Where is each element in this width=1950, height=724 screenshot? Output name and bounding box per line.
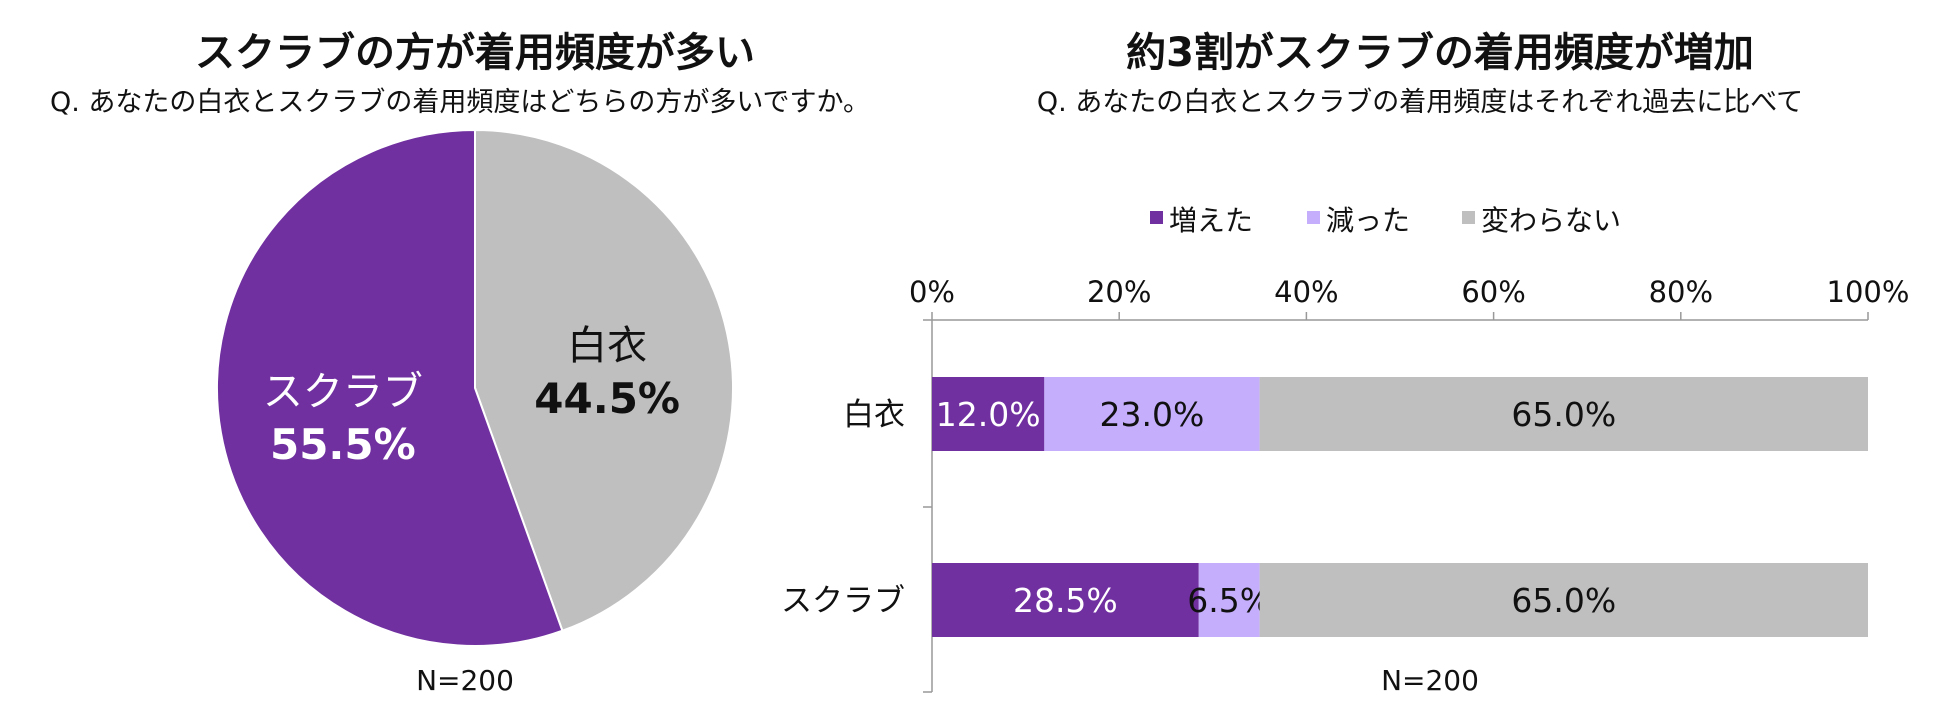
bar-data-label: 23.0% (1100, 395, 1205, 434)
bar-chart-sample-size: N=200 (1381, 664, 1479, 697)
x-tick-label: 60% (1461, 275, 1525, 309)
pie-chart: 白衣 44.5% スクラブ 55.5% (216, 128, 734, 647)
pie-chart-question: Q. あなたの白衣とスクラブの着用頻度はどちらの方が多いですか。 (49, 87, 871, 118)
bar-segment (1259, 377, 1868, 451)
bar-segment (932, 563, 1199, 637)
bar-data-label: 6.5% (1187, 581, 1271, 620)
pie-chart-title: スクラブの方が着用頻度が多い (195, 30, 755, 76)
bar-chart-question: Q. あなたの白衣とスクラブの着用頻度はそれぞれ過去に比べて (1036, 87, 1804, 118)
pie-slice (216, 128, 564, 647)
bar-segment (1044, 377, 1260, 451)
bar-data-label: 65.0% (1511, 395, 1616, 434)
bar-data-label: 65.0% (1511, 581, 1616, 620)
bar-segment (932, 377, 1045, 451)
legend-swatch (1307, 211, 1320, 224)
x-tick-label: 0% (909, 275, 955, 309)
category-label: 白衣 (843, 397, 905, 433)
legend-label: 変わらない (1481, 204, 1621, 237)
pie-slice-label: スクラブ (263, 369, 423, 415)
bar-data-label: 28.5% (1013, 581, 1118, 620)
pie-slice-value: 44.5% (534, 374, 680, 423)
legend-swatch (1462, 211, 1475, 224)
legend-label: 減った (1326, 204, 1410, 237)
x-tick-label: 100% (1827, 275, 1910, 309)
x-tick-label: 80% (1649, 275, 1713, 309)
bar-segment (1259, 563, 1868, 637)
pie-slice (474, 128, 734, 633)
bar-segment (1198, 563, 1260, 637)
x-tick-label: 20% (1087, 275, 1151, 309)
pie-chart-sample-size: N=200 (416, 664, 514, 697)
legend-label: 増えた (1169, 204, 1253, 237)
x-tick-label: 40% (1274, 275, 1338, 309)
bar-chart-title: 約3割がスクラブの着用頻度が増加 (1126, 30, 1754, 76)
category-label: スクラブ (781, 583, 905, 619)
pie-slice-label: 白衣 (567, 323, 647, 369)
legend-swatch (1150, 211, 1163, 224)
bar-data-label: 12.0% (936, 395, 1041, 434)
pie-slice-value: 55.5% (270, 420, 416, 469)
